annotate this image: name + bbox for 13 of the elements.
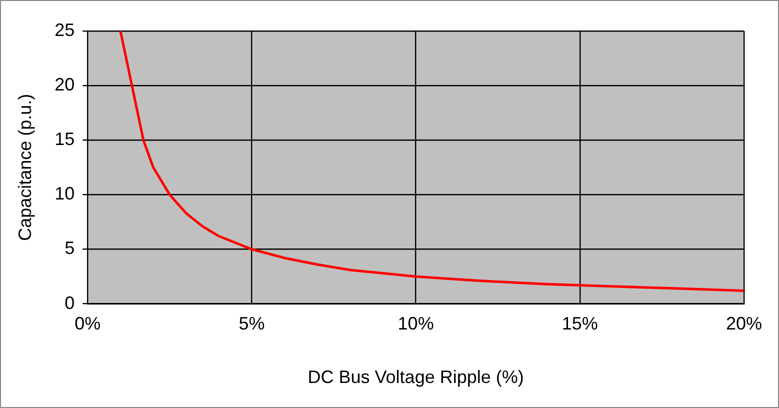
y-tick-label: 0 (64, 292, 75, 313)
x-axis-title: DC Bus Voltage Ripple (%) (308, 367, 524, 388)
x-tick-label: 0% (74, 314, 101, 334)
y-tick-label: 20 (54, 74, 75, 95)
y-tick-label: 15 (54, 129, 75, 150)
x-tick-label: 5% (238, 314, 265, 334)
y-tick-label: 25 (54, 20, 75, 40)
x-tick-label: 10% (398, 314, 434, 334)
y-tick-label: 5 (64, 238, 75, 258)
x-tick-label: 20% (726, 314, 762, 334)
y-axis-title: Capacitance (p.u.) (14, 94, 35, 241)
y-tick-label: 10 (54, 184, 75, 204)
x-tick-label: 15% (562, 314, 598, 334)
